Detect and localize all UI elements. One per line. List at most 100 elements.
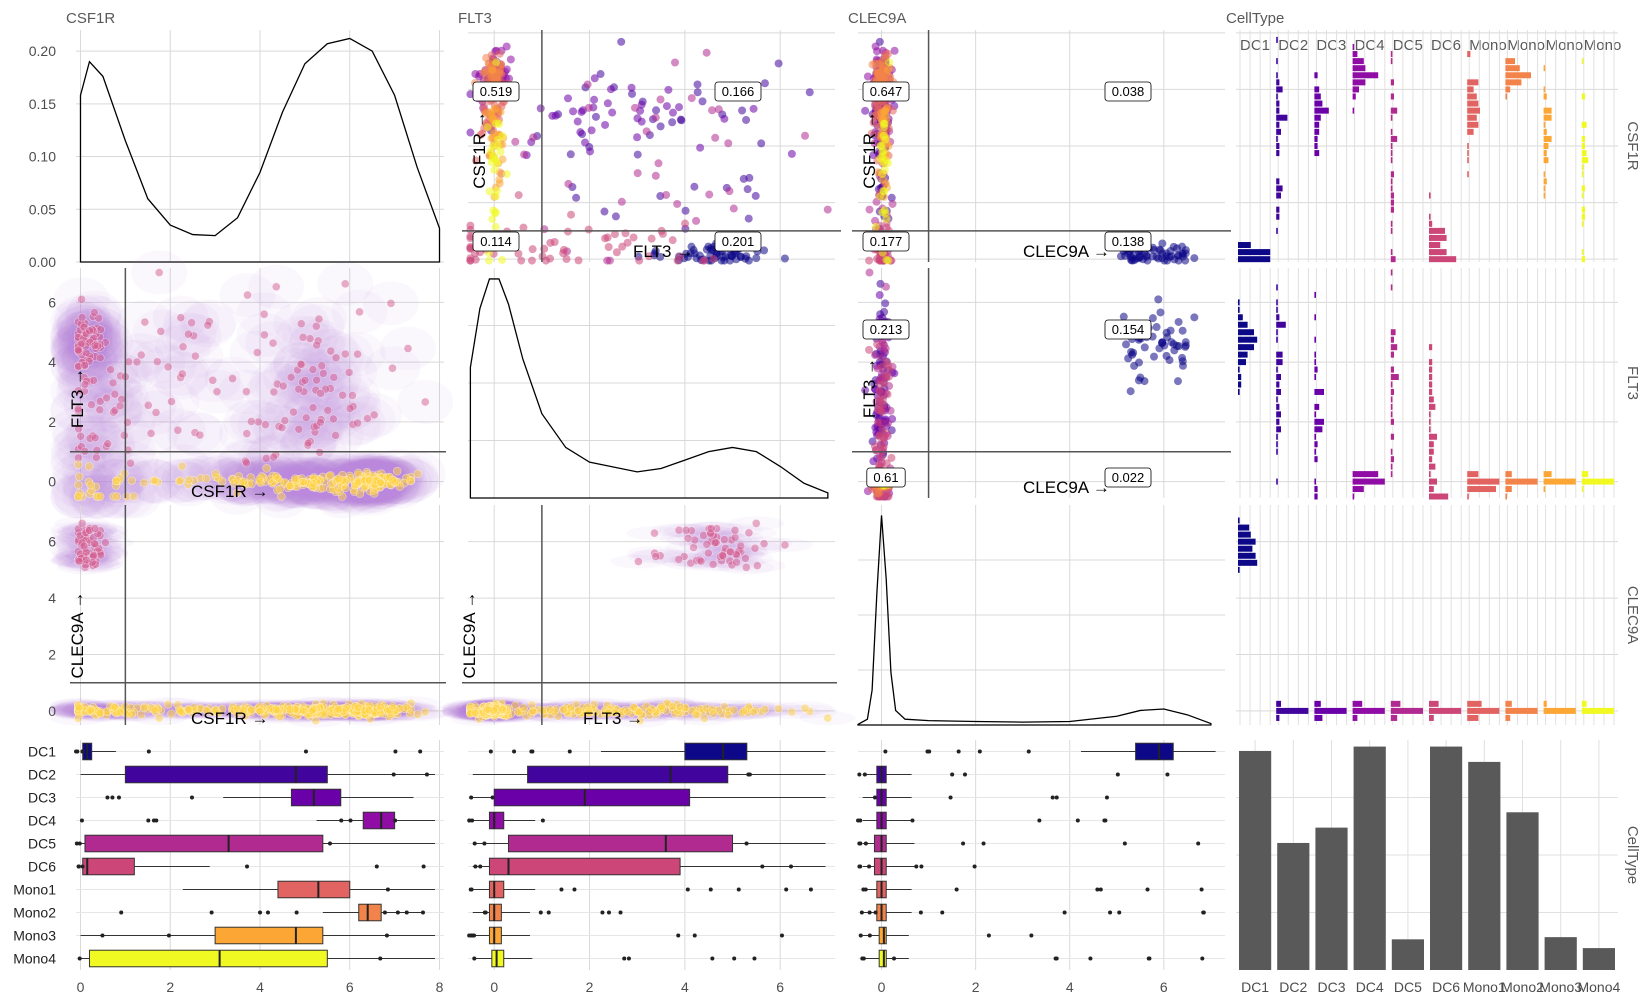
scatter-point: [517, 256, 526, 265]
scatter-point: [884, 361, 893, 370]
facet-strip-label: DC3: [1316, 37, 1346, 54]
box-outlier: [116, 795, 121, 800]
histogram-bar: [1276, 121, 1280, 128]
box: [358, 903, 382, 922]
scatter-point: [488, 66, 497, 75]
contour-point: [392, 466, 402, 476]
box-outlier: [1117, 910, 1122, 915]
scatter-point: [752, 254, 761, 263]
box-outlier: [1104, 795, 1109, 800]
facet-strip-label: DC5: [1393, 37, 1423, 54]
histogram-bar: [1390, 707, 1423, 714]
scatter-point: [757, 139, 766, 148]
scatter-point: [878, 60, 887, 69]
box-outlier: [391, 772, 396, 777]
box: [277, 880, 351, 899]
histogram-bar: [1429, 441, 1434, 448]
histogram-bar: [1314, 700, 1321, 707]
scatter-point: [606, 85, 615, 94]
histogram-bar: [1238, 314, 1243, 321]
histogram-bar: [1390, 471, 1393, 478]
box-outlier: [862, 772, 867, 777]
histogram-bar: [1543, 700, 1547, 707]
histogram-bar: [1276, 72, 1278, 79]
count-bar: [1239, 750, 1272, 970]
contour-point: [163, 700, 173, 709]
histogram-bar: [1543, 128, 1547, 135]
histogram-bar: [1314, 374, 1316, 381]
contour-point: [139, 478, 149, 488]
contour-point: [191, 351, 200, 361]
histogram-bar: [1581, 213, 1585, 220]
scatter-point: [882, 223, 891, 232]
histogram-bar: [1314, 493, 1318, 500]
scatter-point: [520, 150, 529, 159]
contour-point: [132, 357, 142, 367]
histogram-bar: [1238, 242, 1251, 249]
quadrant-bottom-right: 0.022: [1112, 470, 1145, 485]
histogram-bar: [1314, 107, 1329, 114]
histogram-bar: [1314, 314, 1316, 321]
box: [878, 926, 887, 945]
box-outlier: [914, 864, 919, 869]
scatter-point: [466, 128, 475, 137]
contour-point: [285, 705, 295, 714]
histogram-bar: [1467, 143, 1469, 149]
scatter-point: [881, 299, 890, 308]
scatter-point: [876, 380, 885, 389]
histogram-bar: [1543, 86, 1546, 93]
scatter-point: [495, 49, 504, 58]
scatter-point: [744, 214, 753, 223]
box-outlier: [490, 795, 495, 800]
scatter-point: [872, 47, 881, 56]
histogram-bar: [1390, 433, 1394, 440]
scatter-point: [494, 119, 503, 128]
scatter-point: [865, 268, 874, 277]
histogram-bar: [1505, 478, 1538, 485]
scatter-point: [1154, 295, 1163, 304]
contour-point: [92, 453, 101, 462]
contour-point: [95, 708, 105, 718]
scatter-point: [719, 253, 728, 262]
contour-point: [208, 375, 218, 385]
histogram-bar: [1390, 403, 1393, 410]
scatter-point: [692, 216, 701, 225]
scatter-point: [617, 197, 626, 206]
histogram-bar: [1390, 114, 1393, 121]
histogram-bar: [1276, 128, 1281, 135]
contour-point: [102, 393, 111, 403]
histogram-bar: [1543, 192, 1546, 199]
contour-point: [319, 369, 328, 378]
box-outlier: [468, 887, 473, 892]
histogram-bar: [1581, 93, 1585, 100]
contour-point: [119, 431, 129, 440]
scatter-point: [865, 205, 874, 214]
histogram-bar: [1314, 72, 1318, 79]
box: [488, 903, 502, 922]
quadrant-bottom-left: 0.61: [873, 470, 898, 485]
histogram-bar: [1390, 135, 1398, 142]
histogram-bar: [1581, 58, 1584, 65]
histogram-bar: [1543, 65, 1546, 72]
histogram-bar: [1276, 700, 1281, 707]
histogram-bar: [1276, 178, 1280, 185]
histogram-bar: [1314, 121, 1320, 128]
scatter-point: [1140, 343, 1149, 352]
histogram-bar: [1276, 396, 1278, 403]
box-outlier: [858, 864, 863, 869]
histogram-bar: [1238, 299, 1240, 306]
histogram-bar: [1314, 478, 1316, 485]
scatter-point: [709, 254, 718, 263]
scatter-point: [583, 80, 592, 89]
histogram-bar: [1314, 93, 1321, 100]
contour-point: [312, 321, 321, 331]
scatter-point: [587, 126, 596, 135]
scatter-point: [573, 117, 582, 126]
box-outlier: [1199, 887, 1204, 892]
scatter-point: [890, 46, 899, 55]
contour-point: [744, 528, 754, 538]
box-outlier: [1050, 795, 1055, 800]
box-outlier: [883, 749, 888, 754]
scatter-point: [656, 122, 665, 131]
contour-point: [175, 707, 185, 716]
